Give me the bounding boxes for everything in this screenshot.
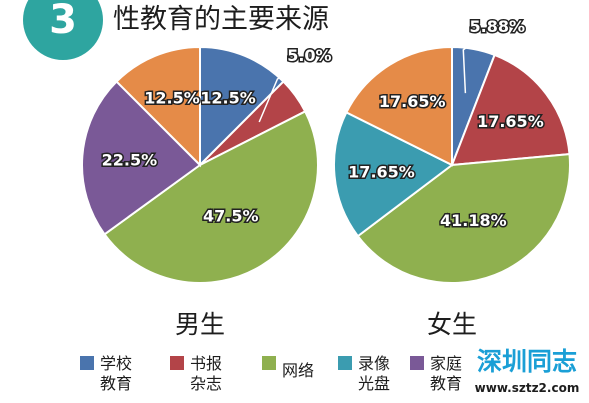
pie-label-girls: 女生: [427, 310, 477, 339]
pie-chart-girls: 5.88% 17.65% 41.18% 17.65% 17.65%: [333, 15, 571, 285]
legend-swatch-press: [170, 356, 184, 370]
legend-label-family: 家庭: [430, 354, 462, 373]
pie-slice-internet: [103, 110, 319, 284]
chart-title: 性教育的主要来源: [113, 4, 329, 35]
slice-label-press: 17.65%: [477, 112, 544, 131]
slice-label-press: 5.0%: [287, 46, 331, 65]
legend-label-family-line2: 教育: [430, 374, 462, 393]
legend-label-school-line2: 教育: [100, 374, 132, 393]
pie-slice-family: [81, 80, 202, 236]
legend-label-video-line2: 光盘: [358, 374, 390, 393]
slice-label-other: 12.5%: [144, 88, 200, 107]
leader-line: [462, 35, 482, 94]
slice-label-internet: 41.18%: [440, 211, 507, 230]
section-badge-number: 3: [49, 0, 77, 43]
slice-label-other: 17.65%: [379, 92, 446, 111]
legend-swatch-family: [410, 356, 424, 370]
legend-label-internet: 网络: [282, 361, 314, 380]
slice-label-video: 17.65%: [348, 163, 415, 182]
leader-line: [258, 64, 296, 123]
pie-slice-video: [333, 111, 454, 238]
legend-label-press: 书报: [190, 354, 222, 373]
pie-label-boys: 男生: [175, 310, 225, 339]
section-badge: [23, 0, 103, 60]
slice-label-school: 5.88%: [470, 17, 526, 36]
legend-swatch-video: [338, 356, 352, 370]
pie-slice-internet: [356, 153, 571, 285]
header: 3 性教育的主要来源: [23, 0, 329, 60]
pie-slice-press: [450, 53, 571, 167]
pie-chart-boys: 12.5% 5.0% 47.5% 22.5% 12.5%: [81, 45, 333, 284]
watermark: 深圳同志 www.sztz2.com: [475, 346, 580, 395]
watermark-main: 深圳同志: [477, 347, 577, 376]
pie-slice-other: [345, 45, 453, 167]
slice-label-internet: 47.5%: [203, 206, 259, 225]
slice-label-family: 22.5%: [102, 150, 158, 169]
legend-swatch-internet: [262, 356, 276, 370]
pie-slice-other: [115, 45, 201, 168]
legend-label-video: 录像: [358, 354, 390, 373]
watermark-url: www.sztz2.com: [475, 381, 580, 395]
pie-slice-school: [199, 45, 285, 168]
legend-label-school: 学校: [100, 354, 132, 373]
slice-label-school: 12.5%: [200, 88, 256, 107]
legend-swatch-school: [80, 356, 94, 370]
legend-label-press-line2: 杂志: [190, 374, 222, 393]
